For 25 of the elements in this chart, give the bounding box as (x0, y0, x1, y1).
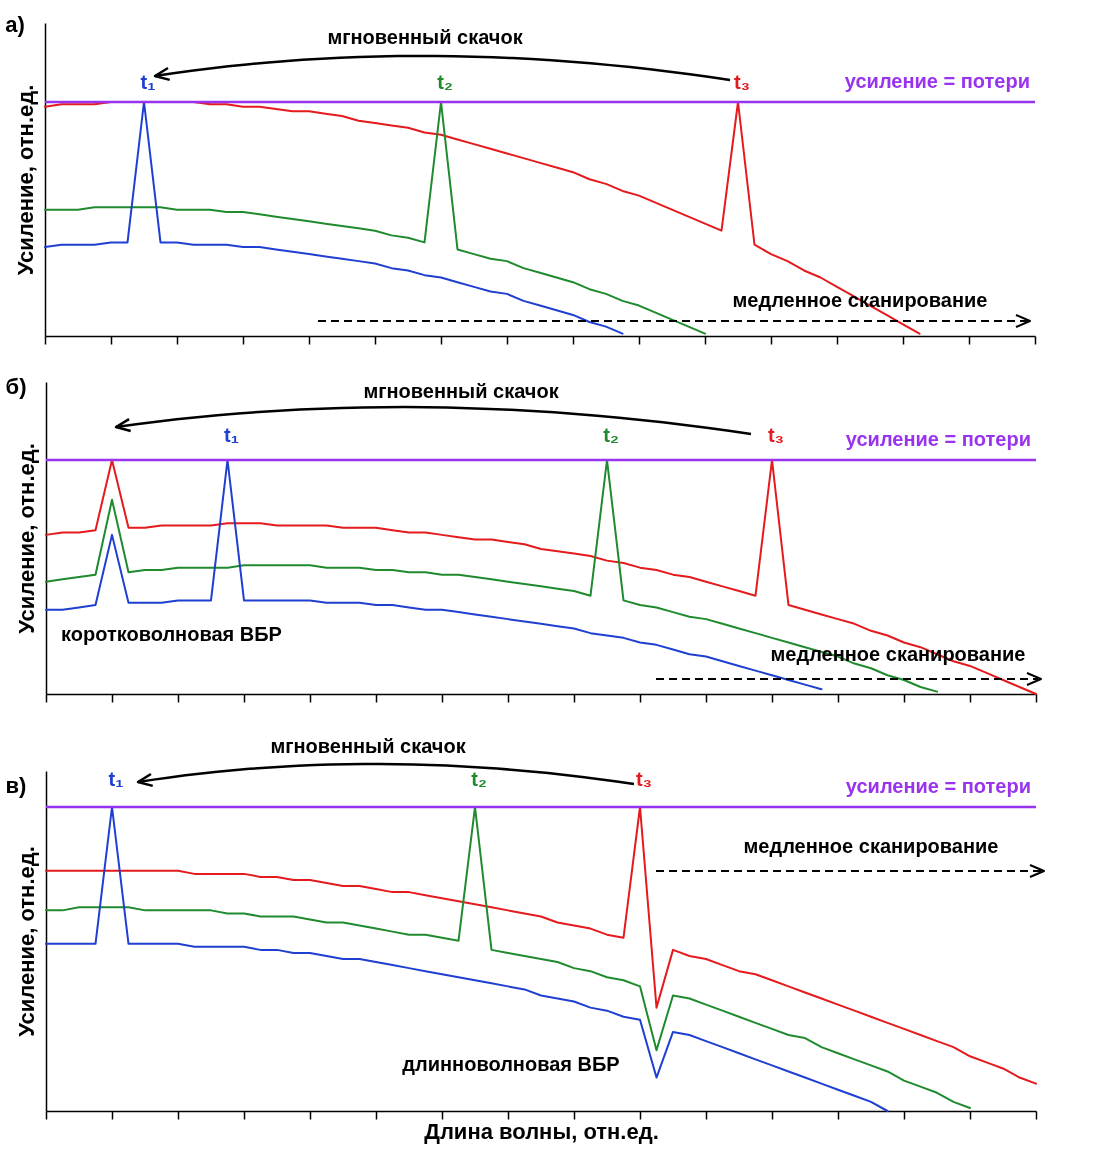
series-label: t₂ (603, 424, 619, 446)
annotation: длинноволновая ВБР (402, 1053, 620, 1075)
ref-line-label: усиление = потери (845, 428, 1031, 450)
y-axis-title: Усиление, отн.ед. (12, 84, 38, 276)
series-label: t₃ (734, 71, 750, 93)
ref-line-label: усиление = потери (845, 775, 1031, 797)
series-label: t₂ (471, 768, 487, 790)
series-label: t₃ (768, 424, 784, 446)
y-axis-title: Усиление, отн.ед. (13, 443, 39, 634)
text: мгновенный скачок (327, 26, 524, 48)
annotation: коротковолновая ВБР (61, 623, 282, 645)
y-axis-title: Усиление, отн.ед. (13, 846, 39, 1037)
text: мгновенный скачок (363, 380, 560, 402)
series-label: t₁ (224, 424, 239, 446)
chart-title: б) (5, 374, 27, 399)
series-label: t₃ (636, 768, 652, 790)
series-label: t₁ (140, 71, 156, 93)
x-axis-title: Длина волны, отн.ед. (424, 1119, 659, 1145)
annotation: медленное сканирование (743, 835, 999, 857)
chart-title: в) (5, 773, 27, 798)
series-label: t₂ (437, 71, 453, 93)
series-label: t₁ (108, 768, 124, 790)
text: мгновенный скачок (270, 735, 467, 757)
chart-title: а) (5, 12, 25, 37)
ref-line-label: усиление = потери (844, 70, 1030, 92)
